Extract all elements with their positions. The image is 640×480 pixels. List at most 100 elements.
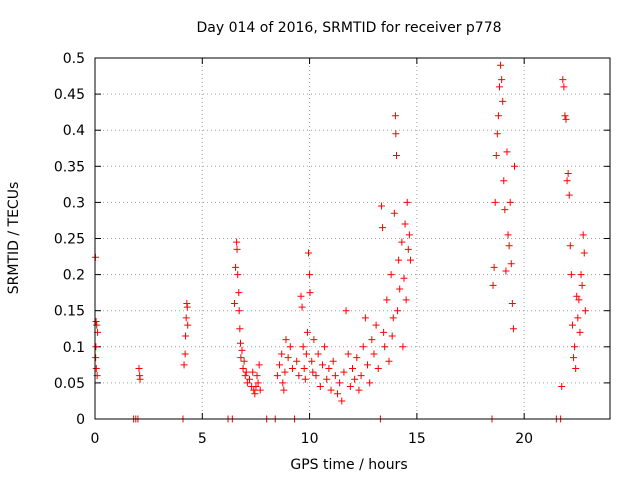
data-point bbox=[331, 372, 339, 380]
data-point bbox=[574, 314, 582, 322]
data-point bbox=[498, 76, 506, 84]
data-point bbox=[252, 383, 260, 391]
data-point bbox=[256, 386, 264, 394]
data-point bbox=[380, 328, 388, 336]
data-point bbox=[509, 325, 517, 333]
x-tick-label: 20 bbox=[515, 431, 533, 447]
y-tick-label: 0.4 bbox=[63, 123, 85, 139]
data-point bbox=[388, 332, 396, 340]
data-point bbox=[503, 148, 511, 156]
axis-ticks: 0 0.05 0.1 0.15 0.2 0.25 0.3 0.35 0.4 0.45 0.5 0 5 10… bbox=[54, 51, 610, 447]
data-point bbox=[492, 151, 500, 159]
data-point bbox=[383, 296, 391, 304]
data-point bbox=[402, 296, 410, 304]
data-point bbox=[280, 386, 288, 394]
data-point bbox=[310, 336, 318, 344]
data-point bbox=[562, 115, 570, 123]
data-point bbox=[239, 364, 247, 372]
data-point bbox=[558, 383, 566, 391]
x-tick-label: 10 bbox=[301, 431, 319, 447]
data-point bbox=[559, 76, 567, 84]
data-point bbox=[234, 271, 242, 279]
data-point bbox=[370, 350, 378, 358]
data-point bbox=[333, 390, 341, 398]
data-point bbox=[293, 357, 301, 365]
data-point bbox=[249, 368, 257, 376]
data-point bbox=[230, 299, 238, 307]
data-point bbox=[235, 307, 243, 315]
data-point bbox=[406, 256, 414, 264]
data-point bbox=[579, 231, 587, 239]
data-point bbox=[560, 83, 568, 91]
data-point bbox=[494, 112, 502, 120]
data-point bbox=[180, 361, 188, 369]
y-tick-label: 0.35 bbox=[54, 159, 85, 175]
data-point bbox=[240, 357, 248, 365]
data-point bbox=[183, 303, 191, 311]
y-tick-label: 0 bbox=[76, 412, 85, 428]
data-point bbox=[359, 343, 367, 351]
y-tick-label: 0.1 bbox=[63, 340, 85, 356]
data-point bbox=[306, 271, 314, 279]
data-point bbox=[361, 314, 369, 322]
data-point bbox=[346, 383, 354, 391]
data-point bbox=[308, 357, 316, 365]
y-tick-label: 0.45 bbox=[54, 87, 85, 103]
data-point bbox=[493, 130, 501, 138]
data-point bbox=[314, 350, 322, 358]
data-point bbox=[338, 397, 346, 405]
data-point bbox=[403, 198, 411, 206]
data-point bbox=[316, 383, 324, 391]
data-point bbox=[286, 343, 294, 351]
data-point bbox=[398, 238, 406, 246]
data-point bbox=[242, 368, 250, 376]
data-point bbox=[305, 249, 313, 257]
data-point bbox=[385, 357, 393, 365]
data-point bbox=[394, 307, 402, 315]
data-point bbox=[372, 321, 380, 329]
data-point bbox=[355, 386, 363, 394]
data-point bbox=[318, 361, 326, 369]
data-points bbox=[91, 61, 589, 423]
data-point bbox=[237, 354, 245, 362]
data-point bbox=[395, 256, 403, 264]
data-point bbox=[340, 368, 348, 376]
data-point bbox=[389, 314, 397, 322]
data-point bbox=[312, 372, 320, 380]
data-point bbox=[92, 343, 100, 351]
data-point bbox=[349, 364, 356, 372]
data-point bbox=[391, 112, 399, 120]
data-point bbox=[495, 83, 503, 91]
data-point bbox=[379, 224, 387, 232]
y-tick-label: 0.5 bbox=[63, 51, 85, 67]
data-point bbox=[279, 379, 287, 387]
data-point bbox=[250, 386, 258, 394]
data-point bbox=[135, 364, 143, 372]
data-point bbox=[297, 292, 305, 300]
data-point bbox=[392, 151, 400, 159]
data-point bbox=[400, 274, 408, 282]
data-point bbox=[580, 249, 588, 257]
data-point bbox=[506, 198, 514, 206]
y-tick-label: 0.15 bbox=[54, 304, 85, 320]
data-point bbox=[184, 321, 192, 329]
data-point bbox=[364, 361, 372, 369]
plot-frame bbox=[94, 57, 611, 420]
x-axis-title: GPS time / hours bbox=[290, 457, 407, 473]
data-point bbox=[568, 321, 576, 329]
data-point bbox=[499, 97, 507, 105]
data-point bbox=[251, 390, 259, 398]
data-point bbox=[241, 372, 249, 380]
data-point bbox=[254, 379, 262, 387]
data-point bbox=[368, 336, 376, 344]
data-point bbox=[353, 354, 361, 362]
data-point bbox=[566, 242, 574, 250]
data-point bbox=[357, 372, 365, 380]
data-point bbox=[405, 231, 413, 239]
data-point bbox=[238, 346, 246, 354]
data-point bbox=[255, 361, 263, 369]
data-point bbox=[374, 364, 382, 372]
data-point bbox=[288, 364, 296, 372]
data-point bbox=[253, 372, 261, 380]
